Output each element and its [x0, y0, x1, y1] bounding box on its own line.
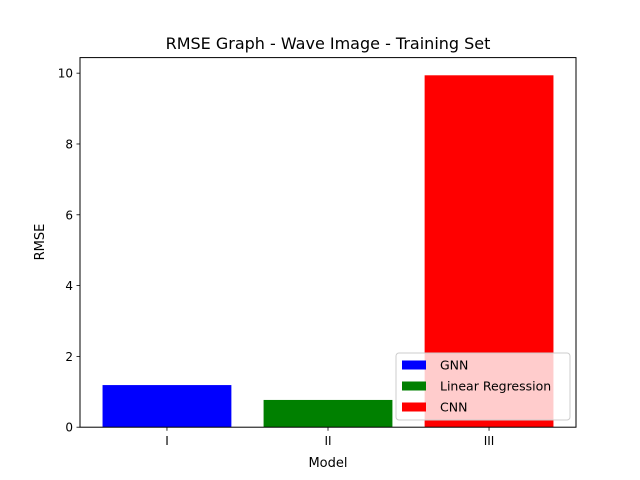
legend-label: CNN — [440, 400, 467, 415]
chart-title: RMSE Graph - Wave Image - Training Set — [166, 34, 491, 53]
x-tick-label: I — [165, 434, 169, 448]
y-tick-label: 0 — [65, 421, 73, 435]
legend-swatch — [402, 360, 426, 370]
y-tick-label: 2 — [65, 350, 73, 364]
bar-ii — [263, 399, 393, 428]
legend-swatch — [402, 381, 426, 391]
plot-frame — [79, 57, 577, 428]
legend-label: GNN — [440, 358, 468, 373]
y-tick-label: 8 — [65, 137, 73, 151]
x-tick-label: III — [484, 434, 495, 448]
x-axis-label: Model — [308, 456, 347, 471]
legend-swatch — [402, 402, 426, 412]
legend-label: Linear Regression — [440, 379, 551, 394]
x-tick-label: II — [324, 434, 331, 448]
y-axis: 0 2 4 6 8 10 — [58, 67, 80, 435]
y-axis-label: RMSE — [33, 224, 48, 261]
bar-i — [102, 385, 232, 428]
x-axis: I II III — [165, 427, 494, 448]
legend: GNN Linear Regression CNN — [395, 352, 571, 421]
y-tick-label: 10 — [58, 67, 73, 81]
y-tick-label: 6 — [65, 208, 73, 222]
legend-box — [395, 352, 571, 421]
y-tick-label: 4 — [65, 279, 73, 293]
